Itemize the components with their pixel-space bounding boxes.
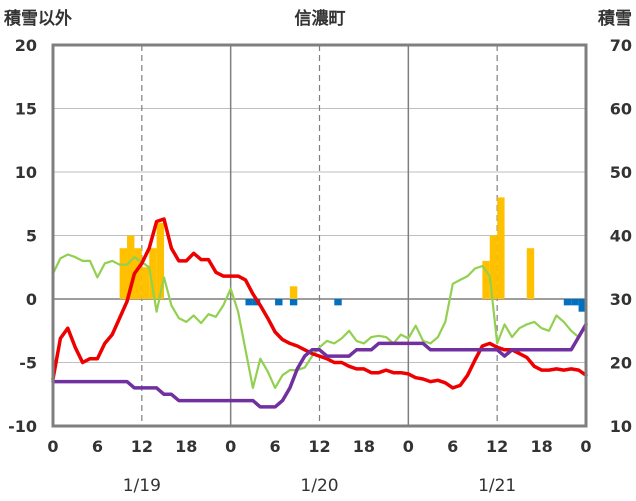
negative-bar [578, 299, 586, 312]
right-tick-label: 70 [610, 36, 632, 55]
red-series-line [51, 217, 588, 390]
right-tick-label: 60 [610, 100, 632, 119]
left-tick-label: -10 [8, 417, 37, 436]
left-tick-label: 5 [26, 227, 37, 246]
right-tick-label: 10 [610, 417, 632, 436]
bar-series [119, 197, 586, 312]
x-tick-label: 6 [270, 437, 281, 456]
negative-bar [571, 299, 579, 306]
left-tick-label: -5 [19, 354, 37, 373]
plot-frame [51, 43, 588, 428]
left-tick-label: 15 [15, 100, 37, 119]
negative-bar [289, 299, 298, 306]
line-series [51, 217, 588, 409]
snowfall-bar [482, 260, 490, 299]
right-axis-title: 積雪 [598, 8, 632, 29]
x-tick-label: 6 [92, 437, 103, 456]
chart-title: 信濃町 [295, 8, 346, 29]
snowfall-bar [127, 235, 135, 299]
negative-bar [275, 299, 283, 306]
x-tick-label: 12 [131, 437, 153, 456]
negative-bar [334, 299, 342, 306]
snowfall-bar [489, 235, 498, 299]
x-tick-label: 0 [580, 437, 591, 456]
negative-bar [245, 299, 253, 306]
right-tick-label: 40 [610, 227, 632, 246]
x-tick-label: 0 [225, 437, 236, 456]
snowfall-bar [289, 286, 298, 299]
snowfall-bar [134, 248, 142, 299]
x-tick-label: 12 [486, 437, 508, 456]
snowfall-bar [141, 267, 150, 299]
x-tick-label: 12 [308, 437, 330, 456]
x-tick-label: 0 [403, 437, 414, 456]
x-tick-label: 0 [47, 437, 58, 456]
left-axis-title: 積雪以外 [4, 8, 72, 29]
left-tick-label: 0 [26, 290, 37, 309]
green-series-line [51, 253, 580, 389]
x-tick-label: 18 [530, 437, 552, 456]
snowfall-bar [156, 222, 165, 299]
snowfall-bar [526, 248, 535, 299]
snowfall-bar [497, 197, 505, 299]
day-label: 1/20 [300, 476, 338, 496]
x-tick-label: 6 [447, 437, 458, 456]
snowfall-bar [149, 248, 157, 299]
negative-bar [563, 299, 572, 306]
right-tick-label: 50 [610, 163, 632, 182]
x-tick-label: 18 [175, 437, 197, 456]
right-tick-label: 20 [610, 354, 632, 373]
day-label: 1/21 [478, 476, 516, 496]
x-tick-label: 18 [353, 437, 375, 456]
snowfall-bar [119, 248, 128, 299]
day-label: 1/19 [123, 476, 161, 496]
left-tick-label: 10 [15, 163, 37, 182]
purple-series-line [51, 322, 588, 409]
right-tick-label: 30 [610, 290, 632, 309]
left-tick-label: 20 [15, 36, 37, 55]
